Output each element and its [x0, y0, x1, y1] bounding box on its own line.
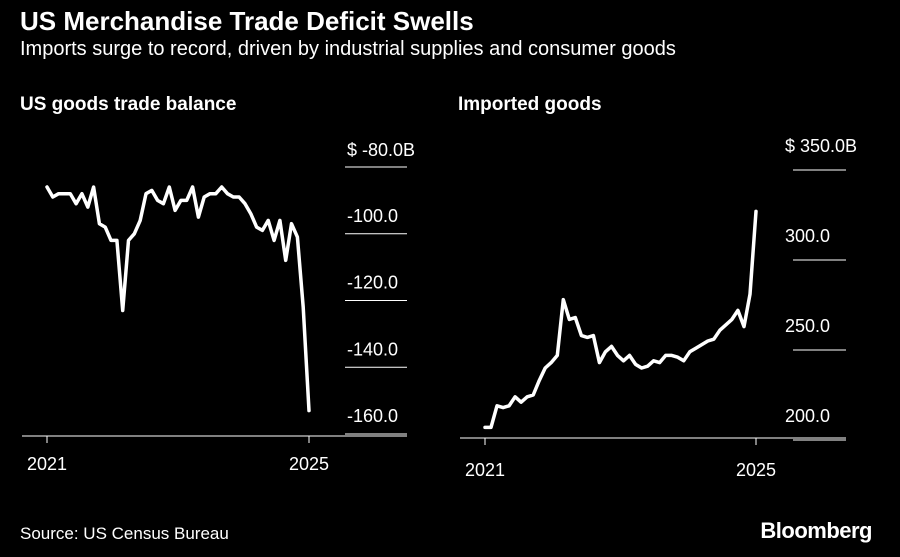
- source-note: Source: US Census Bureau: [20, 524, 229, 543]
- series-line-0-0: [45, 185, 311, 413]
- x-tick-label-0-1: 2025: [289, 454, 329, 474]
- y-tick-label-0-2: -120.0: [347, 273, 398, 293]
- panel-title-imported-goods: Imported goods: [458, 94, 602, 115]
- y-tick-label-1-1: 300.0: [785, 226, 830, 246]
- y-tick-label-0-4: -160.0: [347, 406, 398, 426]
- panel-title-trade-balance: US goods trade balance: [20, 94, 237, 115]
- x-tick-label-1-1: 2025: [736, 460, 776, 480]
- y-tick-label-0-0: $ -80.0B: [347, 140, 415, 160]
- x-tick-label-1-0: 2021: [465, 460, 505, 480]
- chart-subtitle: Imports surge to record, driven by indus…: [20, 38, 676, 60]
- y-tick-label-1-2: 250.0: [785, 316, 830, 336]
- x-tick-label-0-0: 2021: [27, 454, 67, 474]
- y-tick-label-1-0: $ 350.0B: [785, 136, 857, 156]
- y-tick-label-0-3: -140.0: [347, 339, 398, 359]
- bloomberg-logo: Bloomberg: [760, 518, 872, 543]
- y-tick-label-1-3: 200.0: [785, 406, 830, 426]
- series-line-1-0: [483, 209, 758, 430]
- chart-title: US Merchandise Trade Deficit Swells: [20, 6, 474, 36]
- y-tick-label-0-1: -100.0: [347, 206, 398, 226]
